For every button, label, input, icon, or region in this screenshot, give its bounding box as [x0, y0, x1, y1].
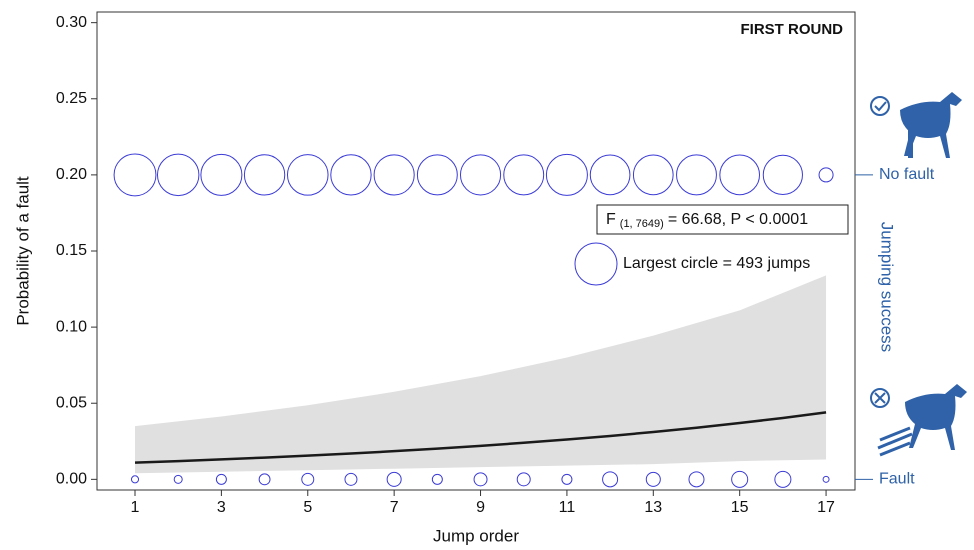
bubble — [775, 471, 791, 487]
bubble — [689, 472, 704, 487]
right-tick-label: Fault — [879, 471, 915, 488]
no-fault-icon — [871, 92, 962, 158]
chart: FIRST ROUND Jump order Probability of a … — [0, 0, 974, 550]
stat-name: F — [606, 211, 616, 228]
bubble — [131, 476, 138, 483]
y-tick-label: 0.20 — [56, 166, 87, 183]
confidence-band — [135, 275, 826, 473]
fault-icon — [871, 384, 967, 455]
bubble — [517, 473, 530, 486]
bubble — [417, 155, 457, 195]
x-tick-label: 15 — [731, 499, 749, 516]
stat-df: (1, 7649) — [620, 218, 664, 230]
y-tick-label: 0.25 — [56, 90, 87, 107]
bubble — [732, 471, 748, 487]
bubble — [259, 474, 270, 485]
bubble — [474, 473, 487, 486]
x-tick-label: 7 — [390, 499, 399, 516]
bubble — [763, 155, 802, 194]
bubble — [387, 472, 401, 486]
right-tick-label: No fault — [879, 166, 935, 183]
bubble — [174, 475, 182, 483]
bubble — [287, 155, 328, 196]
x-tick-label: 11 — [559, 499, 576, 516]
bubble — [201, 154, 242, 195]
y-tick-label: 0.10 — [56, 318, 87, 335]
y-tick-label: 0.00 — [56, 471, 87, 488]
bubble — [216, 474, 226, 484]
y-tick-label: 0.05 — [56, 394, 87, 411]
bubble — [823, 476, 829, 482]
bubble — [157, 154, 198, 195]
stat-rest: = 66.68, P < 0.0001 — [668, 211, 808, 228]
bubble — [646, 472, 660, 486]
x-tick-label: 1 — [131, 499, 140, 516]
bubble — [504, 155, 544, 195]
bubble — [562, 474, 572, 484]
x-tick-label: 17 — [817, 499, 835, 516]
x-axis-label: Jump order — [433, 526, 519, 545]
bubble — [633, 155, 673, 195]
bubble — [374, 155, 414, 195]
size-legend-label: Largest circle = 493 jumps — [623, 255, 810, 272]
size-legend-circle — [575, 243, 617, 285]
bubble — [302, 473, 314, 485]
bubble — [546, 154, 587, 195]
bubble — [331, 155, 371, 195]
bubble — [603, 472, 618, 487]
bubble — [819, 168, 833, 182]
bubble — [345, 473, 357, 485]
x-tick-label: 13 — [644, 499, 662, 516]
bubble — [720, 155, 760, 195]
y-tick-label: 0.15 — [56, 242, 87, 259]
y-axis-label: Probability of a fault — [13, 176, 32, 326]
bubble — [432, 474, 442, 484]
bubble — [244, 155, 284, 195]
right-axis-label: Jumping success — [878, 222, 897, 352]
bubble — [590, 155, 630, 195]
x-tick-label: 3 — [217, 499, 226, 516]
bubble — [677, 155, 717, 195]
x-tick-label: 9 — [476, 499, 485, 516]
y-tick-label: 0.30 — [56, 14, 87, 31]
bubble — [460, 155, 500, 195]
chart-title: FIRST ROUND — [741, 21, 844, 38]
bubble — [114, 154, 156, 196]
x-tick-label: 5 — [303, 499, 312, 516]
